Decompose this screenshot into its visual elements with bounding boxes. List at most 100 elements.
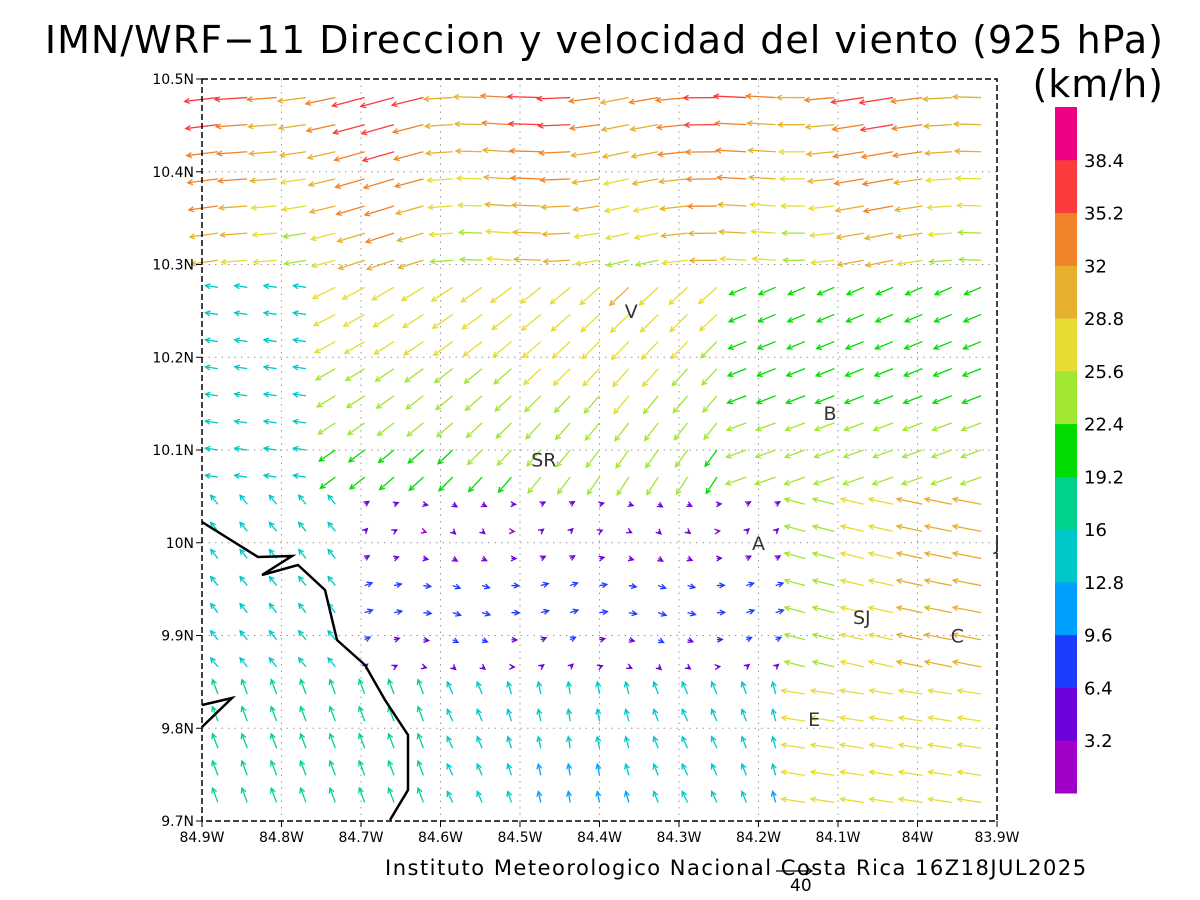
wind-vector: [811, 605, 835, 614]
wind-vector: [926, 715, 952, 722]
wind-vector: [580, 313, 600, 333]
wind-vector: [952, 120, 982, 128]
wind-vector: [247, 150, 277, 157]
wind-vector: [299, 732, 307, 749]
wind-vector: [434, 395, 454, 411]
wind-vector: [710, 708, 718, 722]
wind-vector: [836, 259, 864, 268]
wind-vector: [599, 96, 629, 106]
wind-vector: [217, 204, 248, 211]
wind-vector: [839, 659, 864, 668]
wind-vector: [873, 368, 894, 378]
wind-vector: [541, 231, 571, 238]
wind-vector: [291, 364, 307, 371]
wind-vector: [456, 202, 483, 209]
wind-vector: [313, 340, 336, 354]
wind-vector: [860, 151, 894, 160]
wind-vector: [781, 257, 805, 264]
wind-vector: [668, 286, 689, 306]
wind-vector: [718, 255, 747, 263]
wind-vector: [811, 632, 835, 641]
wind-vector: [431, 313, 454, 330]
wind-vector: [744, 93, 776, 100]
wind-vector: [522, 368, 542, 386]
wind-vector: [460, 286, 483, 303]
wind-vector: [901, 449, 923, 459]
wind-vector: [449, 528, 457, 535]
wind-vector: [777, 148, 805, 155]
wind-vector: [454, 148, 483, 155]
wind-vector: [599, 609, 609, 616]
wind-vector: [358, 678, 366, 695]
wind-vector: [775, 636, 783, 643]
wind-vector: [209, 494, 219, 505]
wind-vector: [652, 735, 659, 749]
wind-vector: [327, 656, 336, 668]
wind-vector: [476, 790, 483, 803]
wind-vector: [683, 121, 717, 129]
wind-vector: [600, 124, 629, 133]
wind-vector: [568, 124, 600, 131]
wind-vector: [345, 395, 366, 409]
wind-vector: [214, 123, 248, 130]
wind-vector: [951, 659, 982, 668]
wind-vector: [233, 283, 248, 290]
wind-vector: [358, 786, 366, 803]
wind-vector: [511, 636, 519, 643]
colorbar: 3.2 6.4 9.6 12.8 16 19.2 22.4 25.6 28.8 32 35.2 38.…: [1055, 107, 1124, 794]
wind-vector: [211, 759, 219, 776]
wind-vector: [262, 445, 277, 452]
wind-vector: [628, 583, 638, 590]
wind-vector: [770, 735, 777, 749]
wind-vector: [897, 715, 923, 722]
wind-vector: [585, 449, 601, 469]
wind-vector: [461, 313, 483, 330]
wind-vector: [203, 310, 218, 317]
wind-vector: [536, 680, 543, 695]
wind-vector: [605, 259, 630, 268]
wind-vector: [567, 96, 600, 104]
wind-vector: [932, 368, 952, 378]
wind-vector: [770, 790, 777, 803]
x-tick-label: 84.9W: [179, 830, 224, 846]
wind-vector: [740, 790, 747, 803]
y-tick-label: 10.2N: [152, 350, 194, 366]
wind-vector: [508, 528, 516, 535]
wind-vector: [775, 608, 785, 615]
wind-vector: [714, 528, 722, 535]
wind-vector: [745, 555, 753, 561]
wind-vector: [783, 632, 806, 641]
wind-vector: [746, 581, 756, 588]
wind-vector: [682, 94, 717, 101]
wind-vector: [838, 796, 864, 804]
wind-vector: [376, 422, 395, 437]
y-tick-label: 10.5N: [152, 72, 194, 88]
wind-vector: [553, 395, 571, 414]
wind-vector: [922, 122, 952, 130]
wind-vector: [567, 527, 574, 535]
wind-vector: [809, 796, 835, 804]
wind-vector: [842, 449, 864, 459]
wind-vector: [568, 500, 576, 507]
wind-vector: [815, 340, 835, 350]
wind-vector: [262, 418, 277, 425]
wind-vector: [364, 581, 374, 588]
wind-vector: [961, 368, 982, 378]
wind-vector: [701, 368, 718, 386]
wind-vector: [596, 529, 604, 535]
wind-vector: [897, 769, 923, 776]
wind-vector: [318, 449, 336, 462]
wind-vector: [458, 256, 483, 263]
wind-vector: [673, 422, 689, 441]
wind-vector: [839, 578, 864, 587]
x-tick-label: 84.8W: [259, 830, 304, 846]
wind-vector: [233, 364, 248, 371]
wind-vector: [297, 575, 307, 586]
wind-vector: [420, 527, 428, 534]
wind-vector: [538, 663, 545, 671]
wind-vector: [628, 610, 639, 617]
wind-vector: [921, 95, 952, 103]
wind-vector: [363, 555, 371, 561]
wind-vector: [476, 762, 483, 776]
